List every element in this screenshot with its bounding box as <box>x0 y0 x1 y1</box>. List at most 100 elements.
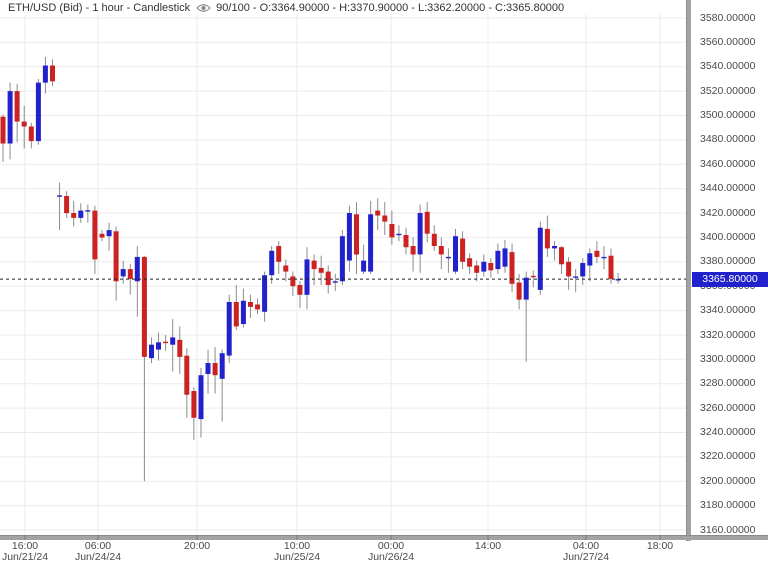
candle-body <box>573 276 579 278</box>
candle <box>566 256 572 290</box>
candle <box>587 248 593 282</box>
axis-corner <box>691 541 768 567</box>
candle-body <box>269 250 275 276</box>
candle-body <box>191 391 197 418</box>
candle <box>509 243 515 293</box>
candle-body <box>0 116 6 144</box>
price-axis-label: 3240.00000 <box>700 426 756 438</box>
candle-body <box>177 339 183 357</box>
candle <box>50 59 55 87</box>
candle <box>248 294 253 318</box>
candle-body <box>403 235 409 248</box>
candle <box>106 222 112 251</box>
candle <box>113 226 119 301</box>
candle-body <box>368 214 374 272</box>
candle-body <box>495 250 501 270</box>
candle-body <box>488 263 494 271</box>
candle-body <box>530 275 536 278</box>
candle <box>283 259 289 282</box>
candle <box>601 246 607 270</box>
candle <box>410 237 416 272</box>
candle <box>191 387 197 440</box>
candle-body <box>615 279 621 281</box>
candle-body <box>290 276 296 287</box>
candle <box>184 348 190 418</box>
candle-body <box>354 214 359 255</box>
candle-body <box>42 65 48 83</box>
candle-body <box>594 250 600 257</box>
candle <box>177 326 183 374</box>
candle-body <box>481 261 487 272</box>
price-axis-label: 3500.00000 <box>700 109 756 121</box>
price-axis-label: 3340.00000 <box>700 304 756 317</box>
time-axis-label-time: 18:00 <box>646 540 674 552</box>
candle-body <box>134 256 140 282</box>
candle <box>64 191 70 218</box>
candle-body <box>57 195 63 197</box>
candle <box>530 270 536 288</box>
candle <box>403 227 409 255</box>
candle-body <box>7 91 13 144</box>
candle <box>354 202 359 274</box>
candle <box>481 254 487 277</box>
candle-body <box>120 269 126 277</box>
candle <box>99 230 105 242</box>
candle-body <box>248 302 253 307</box>
candle <box>396 225 402 242</box>
time-axis-label: 06:00 Jun/24/24 <box>60 541 136 563</box>
chart-legend: ETH/USD (Bid) - 1 hour - Candlestick 90/… <box>8 1 564 14</box>
candle-body <box>523 277 529 300</box>
candle <box>233 285 239 331</box>
candle <box>368 200 374 274</box>
price-axis-label: 3300.00000 <box>700 352 756 365</box>
candle-body <box>163 341 169 344</box>
price-axis-label: 3440.00000 <box>700 182 756 195</box>
candle <box>332 274 338 292</box>
price-axis[interactable]: 3580.00000 3560.00000 3540.00000 3520.00000… <box>693 0 768 536</box>
candle <box>474 260 480 282</box>
candle <box>488 258 494 278</box>
candle-body <box>509 252 515 284</box>
candle <box>170 319 176 372</box>
candle <box>608 248 614 284</box>
candle-body <box>311 260 317 270</box>
candle-body <box>375 210 381 216</box>
candle-body <box>198 375 204 420</box>
time-axis-label: 20:00 <box>159 541 235 552</box>
x-axis-separator[interactable] <box>0 535 768 540</box>
candle-body <box>28 126 34 142</box>
candle <box>92 205 98 274</box>
candle <box>0 114 6 162</box>
candle-body <box>184 355 190 395</box>
candle-body <box>156 342 161 350</box>
candle <box>382 202 388 235</box>
candle-body <box>92 210 98 260</box>
price-axis-label: 3320.00000 <box>700 328 756 341</box>
candle-body <box>297 285 303 295</box>
price-axis-label: 3380.00000 <box>700 255 756 268</box>
price-axis-label: 3580.00000 <box>700 11 756 24</box>
visibility-eye-icon[interactable] <box>196 3 211 13</box>
price-axis-label: 3180.00000 <box>700 499 756 512</box>
candle <box>523 271 529 362</box>
candle-body <box>21 121 27 127</box>
candle <box>149 337 154 363</box>
price-axis-label: 3200.00000 <box>700 474 756 487</box>
candle <box>262 271 268 322</box>
candle-body <box>127 269 133 279</box>
candle <box>276 241 282 274</box>
y-axis-separator[interactable] <box>686 0 691 541</box>
candle-body <box>544 228 550 249</box>
candle-body <box>212 363 218 376</box>
time-axis-label-time: 06:00 <box>84 540 112 552</box>
candle <box>127 264 133 295</box>
candle-body <box>14 91 20 122</box>
candle <box>226 294 232 363</box>
candle <box>219 349 225 422</box>
candle-body <box>78 210 84 218</box>
time-axis[interactable]: 16:00 Jun/21/24 06:00 Jun/24/24 20:00 10:00 Ju… <box>0 540 690 567</box>
candle-body <box>566 261 572 277</box>
time-axis-label-date: Jun/24/24 <box>74 551 122 563</box>
time-axis-label-date: Jun/26/24 <box>367 551 415 563</box>
